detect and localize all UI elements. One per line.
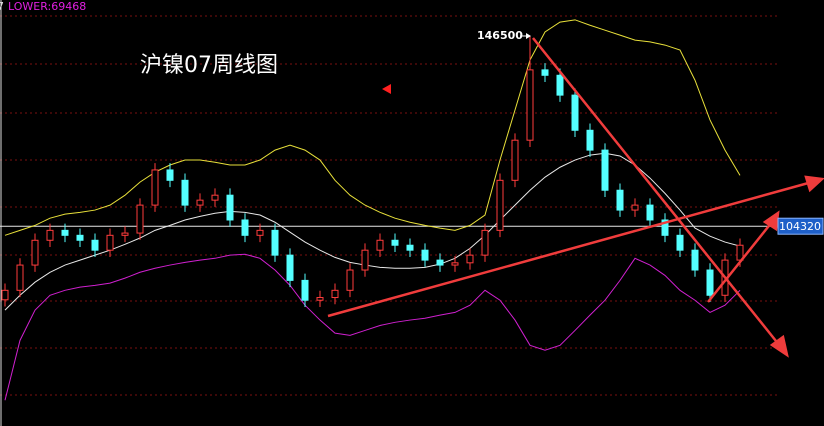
candle-body — [136, 204, 144, 234]
band-mid — [4, 152, 741, 311]
candle-body — [691, 249, 699, 271]
candle-body — [16, 264, 24, 291]
candle-body — [451, 262, 459, 266]
candle-body — [61, 229, 69, 236]
candle-body — [496, 179, 504, 231]
annotation-arrow-head — [526, 33, 531, 39]
candle-body — [541, 69, 549, 76]
candle-body — [376, 239, 384, 251]
arrow-head — [769, 334, 789, 358]
candle-body — [1, 289, 9, 301]
candle-body — [676, 234, 684, 251]
grid — [0, 15, 778, 396]
candle-body — [211, 194, 219, 201]
candle-body — [586, 129, 594, 151]
candle-body — [556, 74, 564, 96]
candle-body — [196, 199, 204, 206]
candle-body — [601, 149, 609, 191]
candle-body — [436, 259, 444, 266]
candle-body — [346, 269, 354, 291]
candle-body — [631, 204, 639, 211]
candle-body — [166, 169, 174, 181]
candle-body — [121, 232, 129, 236]
candle-body — [91, 239, 99, 251]
trend-line — [532, 37, 781, 347]
candle-body — [181, 179, 189, 206]
candle-body — [706, 269, 714, 296]
last-price-box — [777, 217, 824, 235]
candle-body — [391, 239, 399, 246]
candle-body — [646, 204, 654, 221]
candle-body — [151, 169, 159, 206]
candle-body — [571, 94, 579, 131]
last-price-label: 104320 — [779, 220, 821, 233]
cut-label: 7 — [0, 0, 4, 13]
candle-body — [661, 219, 669, 236]
candle-body — [406, 244, 414, 251]
candle-body — [271, 229, 279, 256]
high-annotation: 146500 — [477, 29, 523, 42]
trend-lines — [327, 37, 824, 358]
chart-title: 沪镍07周线图 — [140, 53, 278, 78]
candle-body — [421, 249, 429, 261]
candle-body — [76, 234, 84, 241]
candle-body — [31, 239, 39, 266]
candle-body — [256, 229, 264, 236]
candle-body — [331, 289, 339, 299]
candle-body — [241, 219, 249, 236]
arrow-head — [762, 210, 780, 232]
marker — [382, 84, 391, 94]
trend-line — [707, 221, 773, 303]
plot — [0, 19, 778, 401]
band-lower — [4, 253, 741, 401]
candle-body — [286, 254, 294, 281]
candle-body — [526, 69, 534, 141]
candle-body — [466, 254, 474, 264]
indicator-label: LOWER:69468 — [8, 0, 86, 13]
candle-body — [511, 139, 519, 181]
candle-body — [106, 234, 114, 251]
candle-body — [361, 249, 369, 271]
candle-body — [481, 229, 489, 256]
candle-body — [316, 297, 324, 301]
candle-body — [616, 189, 624, 211]
candle-body — [301, 279, 309, 301]
candle-body — [46, 229, 54, 241]
candle-body — [226, 194, 234, 221]
trend-line — [327, 180, 813, 318]
band-upper — [4, 19, 741, 236]
arrow-head — [804, 175, 824, 193]
